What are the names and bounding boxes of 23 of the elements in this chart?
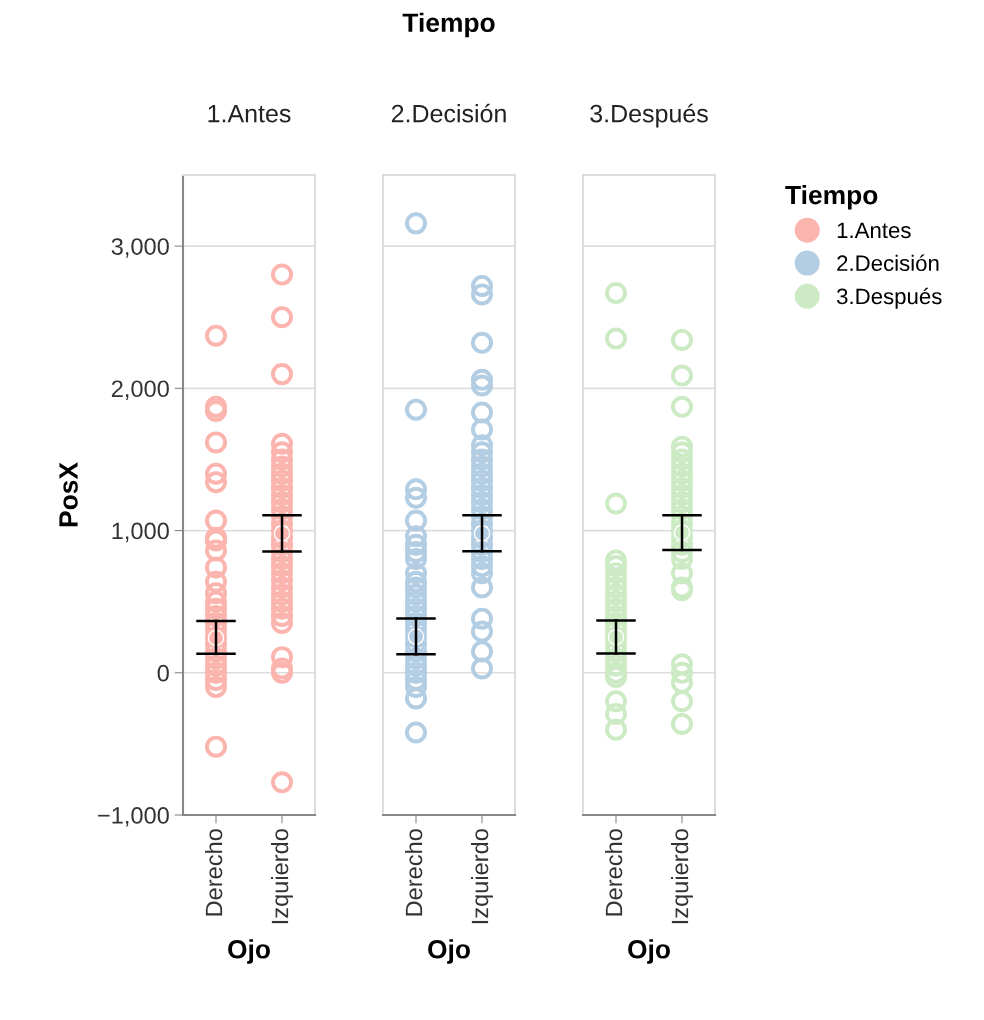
y-tick-label: 3,000 (111, 238, 169, 258)
chart-title: 2.Decisión (391, 103, 506, 123)
y-tick-label: 0 (157, 664, 169, 682)
y-tick-label: 1,000 (112, 522, 169, 543)
legend-label: 2.Decisión (837, 254, 939, 272)
y-tick-label: −1,000 (98, 807, 169, 827)
y-tick-label: 2,000 (111, 380, 169, 400)
x-tick-label: Derecho (405, 829, 423, 916)
y-axis-title: PosX (59, 462, 78, 527)
x-axis-title: Ojo (628, 939, 670, 964)
legend-title: Tiempo (402, 12, 495, 38)
legend-label: 1.Antes (837, 222, 911, 239)
text: Tiempo (785, 185, 878, 210)
x-axis-title: Ojo (428, 939, 470, 964)
x-tick-label: Derecho (205, 829, 223, 916)
x-tick-label: Derecho (604, 829, 623, 916)
x-tick-label: Izquierdo (670, 829, 694, 924)
x-tick-label: Izquierdo (470, 829, 494, 924)
chart-title: 1.Antes (208, 105, 291, 123)
x-tick-label: Izquierdo (271, 829, 294, 924)
x-axis-title: Ojo (228, 939, 270, 964)
chart-title: 3.Después (590, 103, 708, 128)
legend-label: 3.Después (836, 287, 942, 309)
